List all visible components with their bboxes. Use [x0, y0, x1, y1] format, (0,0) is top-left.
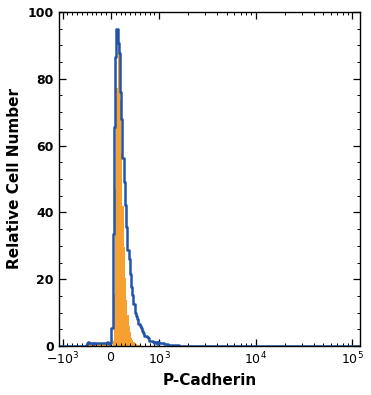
Y-axis label: Relative Cell Number: Relative Cell Number [7, 88, 22, 269]
X-axis label: P-Cadherin: P-Cadherin [162, 373, 256, 388]
